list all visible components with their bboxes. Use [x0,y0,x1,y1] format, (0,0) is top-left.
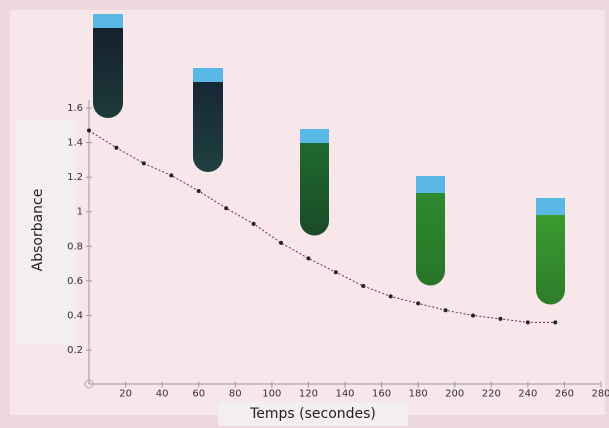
point [141,161,146,166]
y-tick-label: 1.2 [67,172,83,183]
x-tick-label: 100 [262,389,281,400]
tube-cap [300,129,329,143]
line [88,130,556,323]
point [471,313,475,318]
point [498,316,503,321]
x-tick-label: 180 [409,389,428,400]
tube-cap [536,198,565,215]
y-tick-label: 1.6 [67,103,83,114]
x-tick-label: 80 [229,389,242,400]
tube-cap [193,68,223,82]
x-tick-label: 260 [555,389,574,400]
x-tick-label: 200 [445,389,464,400]
x-label-box [218,402,408,426]
x-tick-label: 40 [156,389,169,400]
tube-cap [416,176,445,193]
x-axis-label: Temps (secondes) [249,406,376,422]
tube [416,193,445,286]
point [196,188,201,193]
y-axis-label: Absorbance [30,189,46,272]
test-tubes [93,14,565,305]
point [306,256,311,261]
point [553,320,558,325]
y-tick-label: 1.4 [67,138,83,149]
point [388,294,393,299]
point [251,221,256,226]
point [224,206,229,211]
x-tick-label: 220 [482,389,501,400]
tube [93,28,123,118]
x-tick-label: 280 [591,389,609,400]
point [416,301,421,306]
point [169,173,174,178]
point [279,240,283,245]
y-tick-label: 1 [77,207,83,218]
x-tick-label: 60 [192,389,205,400]
point [114,145,119,150]
y-tick-label: 0.2 [67,345,83,356]
tube [536,215,565,305]
point [361,284,366,289]
tube-cap [93,14,123,28]
tube [300,143,329,236]
x-tick-label: 160 [372,389,391,400]
x-tick-label: 240 [518,389,537,400]
y-tick-label: 0.8 [67,241,83,252]
y-tick-label: 0.6 [67,276,83,287]
point [525,320,530,325]
point [333,270,338,275]
y-label-box [16,120,76,345]
point [87,128,91,133]
point [443,308,448,313]
x-tick-label: 140 [335,389,354,400]
x-tick-label: 20 [119,389,132,400]
tube [193,82,223,172]
y-tick-label: 0.4 [67,310,83,321]
origin [84,379,94,389]
x-tick-label: 120 [299,389,318,400]
